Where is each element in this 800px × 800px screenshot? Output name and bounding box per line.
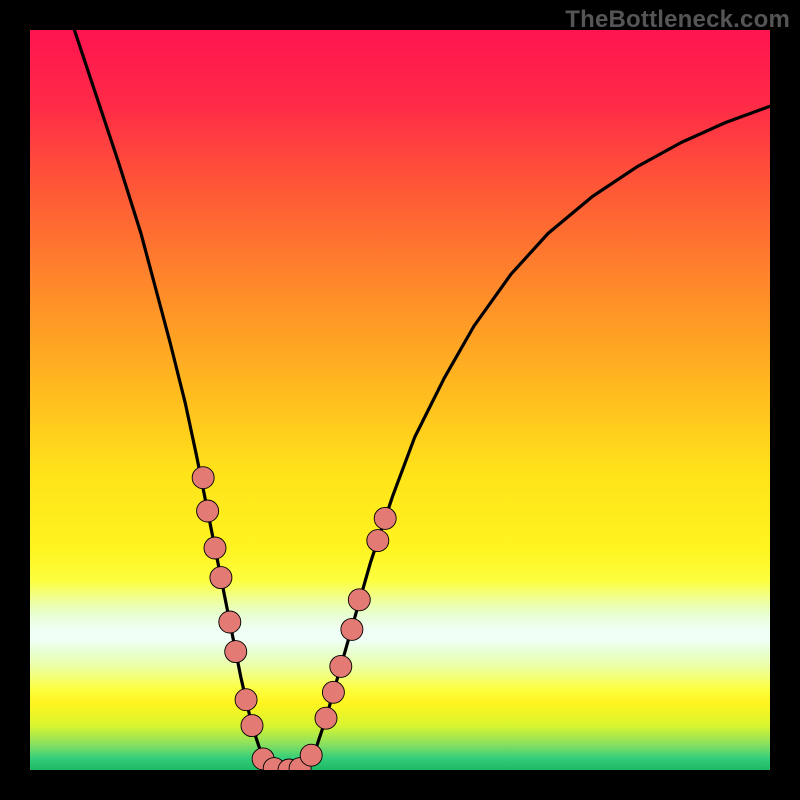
chart-marker [235, 689, 257, 711]
chart-marker [367, 530, 389, 552]
chart-marker [225, 641, 247, 663]
chart-marker [192, 467, 214, 489]
chart-marker [341, 618, 363, 640]
chart-marker [348, 589, 370, 611]
bottleneck-curve-chart [30, 30, 770, 770]
chart-marker [300, 744, 322, 766]
chart-background-gradient [30, 30, 770, 770]
chart-marker [322, 681, 344, 703]
chart-marker [241, 715, 263, 737]
chart-marker [219, 611, 241, 633]
chart-marker [315, 707, 337, 729]
chart-marker [197, 500, 219, 522]
chart-marker [210, 567, 232, 589]
watermark-label: TheBottleneck.com [565, 6, 790, 34]
plot-area [30, 30, 770, 770]
chart-marker [204, 537, 226, 559]
chart-marker [374, 507, 396, 529]
chart-frame: TheBottleneck.com [0, 0, 800, 800]
chart-marker [330, 655, 352, 677]
